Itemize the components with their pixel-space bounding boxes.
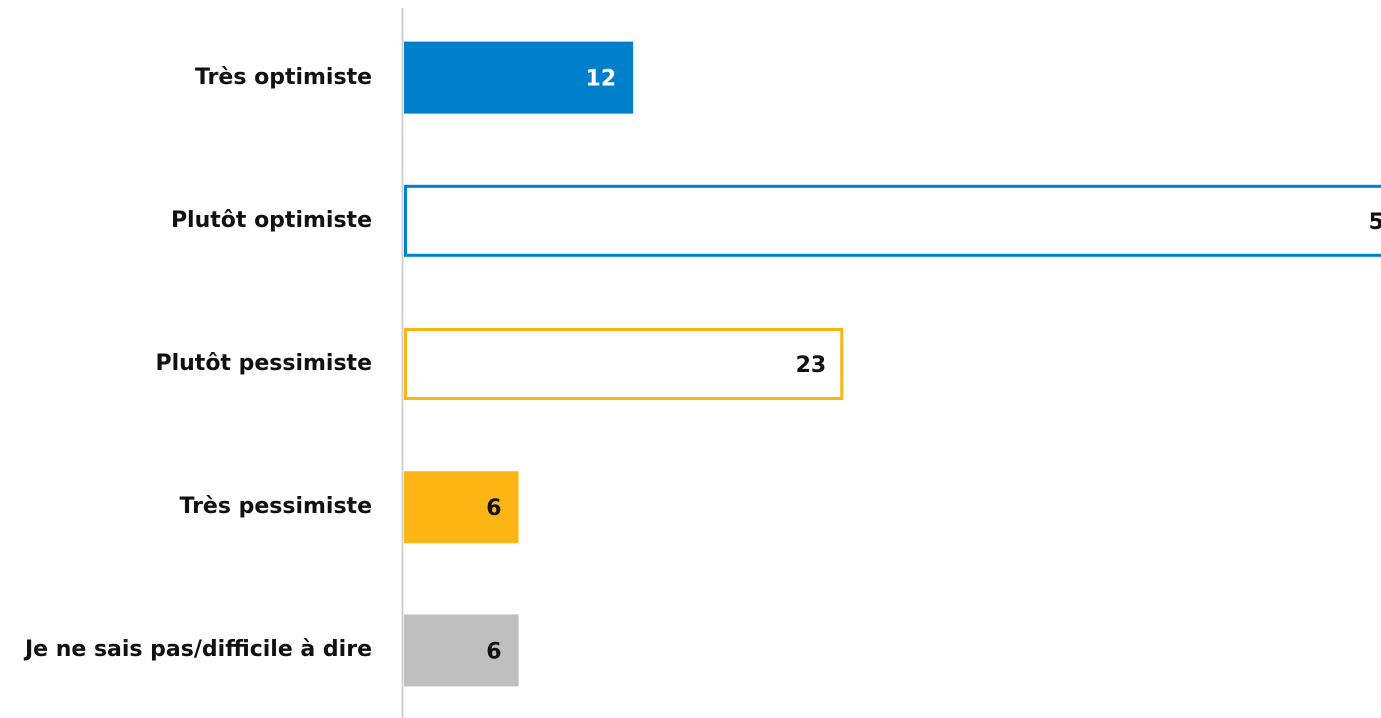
value-label: 12 xyxy=(586,67,617,92)
bar xyxy=(404,328,844,400)
value-label: 53 xyxy=(1369,210,1381,235)
category-text: Je ne sais pas/difficile à dire xyxy=(24,637,372,663)
bar xyxy=(404,471,519,544)
category-label: Plutôt optimiste xyxy=(0,171,372,271)
bar xyxy=(404,614,519,687)
category-label: Plutôt pessimiste xyxy=(0,314,372,414)
category-text: Plutôt pessimiste xyxy=(155,351,372,376)
value-label: 6 xyxy=(486,496,501,521)
bar xyxy=(404,41,634,114)
value-label: 23 xyxy=(796,353,827,378)
category-label: Très pessimiste xyxy=(0,457,372,557)
value-label: 6 xyxy=(486,639,501,664)
category-text: Très optimiste xyxy=(194,64,372,90)
category-label: Très optimiste xyxy=(0,28,372,128)
category-label: Je ne sais pas/difficile à dire xyxy=(0,600,372,700)
bar xyxy=(404,184,1381,257)
category-text: Plutôt optimiste xyxy=(170,207,372,233)
category-text: Très pessimiste xyxy=(179,494,372,520)
